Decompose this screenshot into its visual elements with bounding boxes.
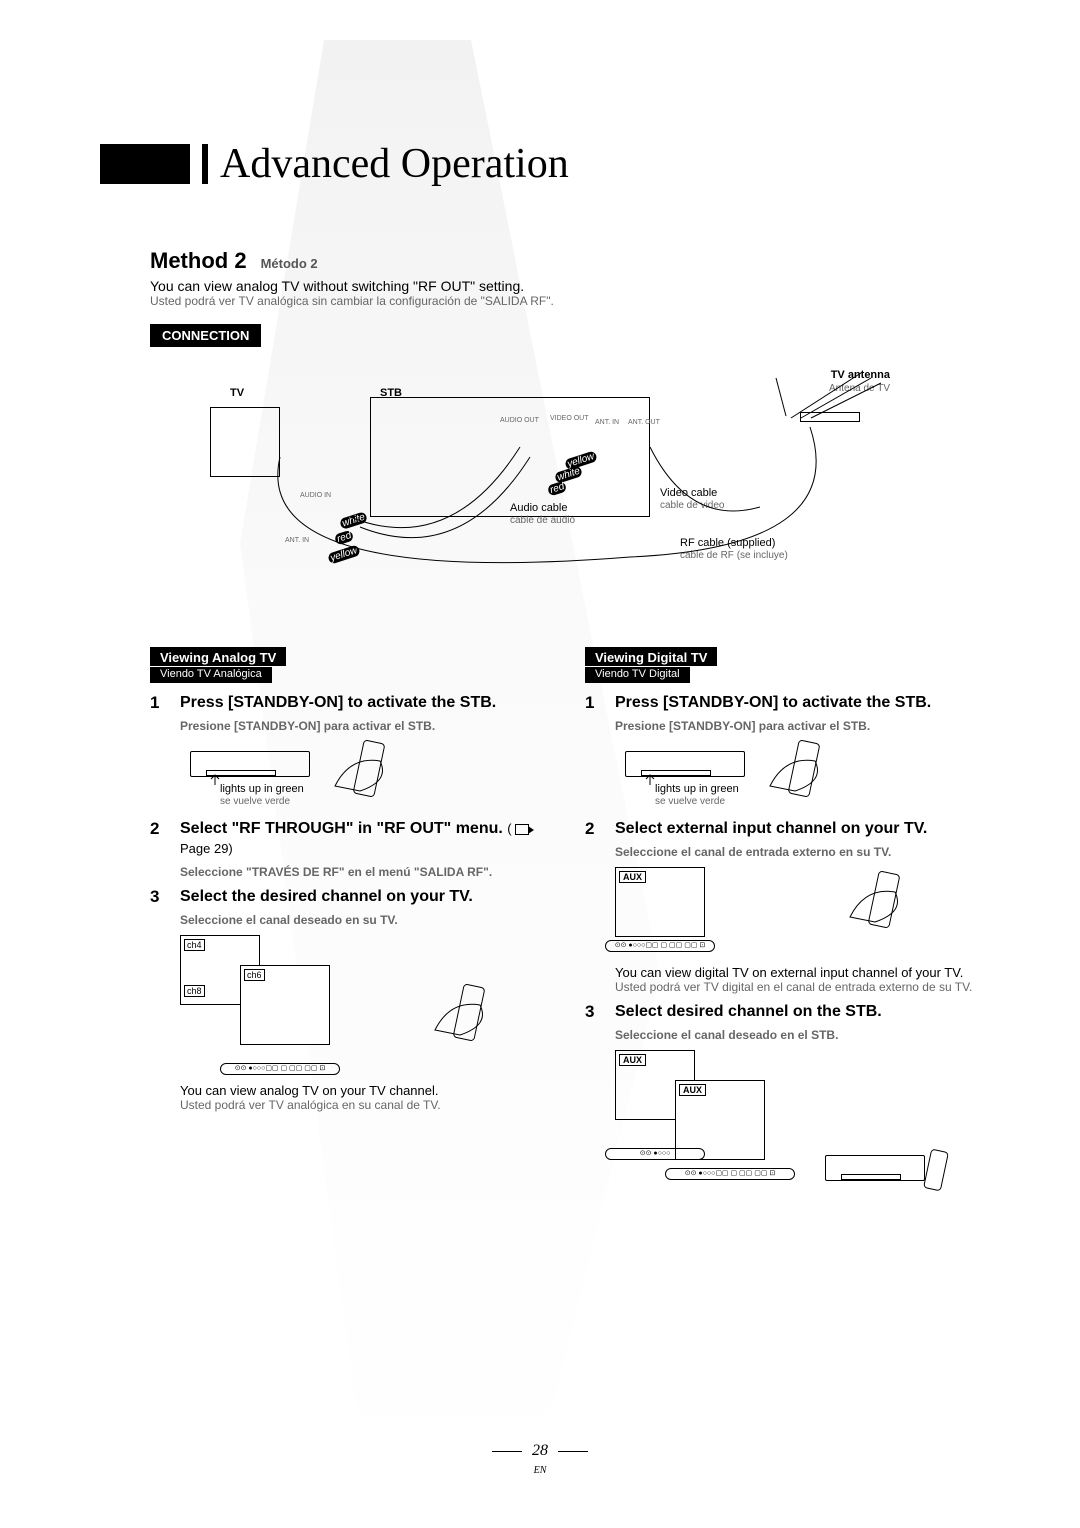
digital-step-2-illus: AUX ⊙⊙ ●○○○▢▢ ▢ ▢▢ ▢▢ ⊡ xyxy=(615,867,935,957)
tv-buttons-icon: ⊙⊙ ●○○○▢▢ ▢ ▢▢ ▢▢ ⊡ xyxy=(220,1063,340,1075)
digital-step-1-illus: lights up in green se vuelve verde xyxy=(615,741,935,811)
arrow-icon xyxy=(515,824,529,835)
arrow-up-icon xyxy=(640,773,660,785)
digital-step-3-illus: AUX AUX ⊙⊙ ●○○○ ⊙⊙ ●○○○▢▢ ▢ ▢▢ ▢▢ ⊡ xyxy=(615,1050,935,1210)
columns: Viewing Analog TV Viendo TV Analógica 1 … xyxy=(150,647,980,1218)
analog-step-3: 3 Select the desired channel on your TV. xyxy=(150,887,545,907)
tv-buttons-icon: ⊙⊙ ●○○○ xyxy=(605,1148,705,1160)
analog-step-3-note-es: Usted podrá ver TV analógica en su canal… xyxy=(180,1098,545,1112)
method-heading-es: Método 2 xyxy=(261,256,318,271)
step-number: 1 xyxy=(150,693,166,713)
digital-step-2-note: You can view digital TV on external inpu… xyxy=(615,965,980,980)
step-text-main: Select "RF THROUGH" in "RF OUT" menu. xyxy=(180,820,503,837)
digital-step-2-note-es: Usted podrá ver TV digital en el canal d… xyxy=(615,980,980,994)
method-desc-es: Usted podrá ver TV analógica sin cambiar… xyxy=(150,294,980,308)
analog-step-1-es: Presione [STANDBY-ON] para activar el ST… xyxy=(180,719,545,733)
tv-buttons-icon: ⊙⊙ ●○○○▢▢ ▢ ▢▢ ▢▢ ⊡ xyxy=(605,940,715,952)
ch4-badge: ch4 xyxy=(184,939,205,951)
digital-step-1: 1 Press [STANDBY-ON] to activate the STB… xyxy=(585,693,980,713)
footer-rule-right xyxy=(558,1451,588,1452)
hand-icon xyxy=(330,746,400,796)
lights-caption-es: se vuelve verde xyxy=(220,796,290,807)
step-text: Select the desired channel on your TV. xyxy=(180,887,473,907)
analog-step-3-note: You can view analog TV on your TV channe… xyxy=(180,1083,545,1098)
footer-rule-left xyxy=(492,1451,522,1452)
analog-step-2: 2 Select "RF THROUGH" in "RF OUT" menu. … xyxy=(150,819,545,859)
step-text: Select external input channel on your TV… xyxy=(615,819,927,839)
method-heading-row: Method 2 Método 2 xyxy=(150,248,980,274)
analog-step-1-illus: lights up in green se vuelve verde xyxy=(180,741,500,811)
title-accent xyxy=(202,144,208,184)
analog-label-es: Viendo TV Analógica xyxy=(150,667,272,683)
stb-mini-icon xyxy=(825,1155,925,1181)
title-block xyxy=(100,144,190,184)
remote-icon xyxy=(923,1149,949,1192)
step-number: 3 xyxy=(585,1002,601,1022)
connection-label: CONNECTION xyxy=(150,324,261,347)
page-title: Advanced Operation xyxy=(220,140,569,188)
digital-label: Viewing Digital TV xyxy=(585,647,717,666)
ch6-badge: ch6 xyxy=(244,969,265,981)
digital-step-3-es: Seleccione el canal deseado en el STB. xyxy=(615,1028,980,1042)
step-number: 1 xyxy=(585,693,601,713)
step-number: 3 xyxy=(150,887,166,907)
lights-caption: lights up in green xyxy=(655,783,739,795)
arrow-up-icon xyxy=(205,773,225,785)
analog-step-3-es: Seleccione el canal deseado en su TV. xyxy=(180,913,545,927)
lights-caption: lights up in green xyxy=(220,783,304,795)
step-number: 2 xyxy=(150,819,166,859)
hand-icon xyxy=(765,746,835,796)
hand-icon xyxy=(845,877,915,927)
page-lang: EN xyxy=(534,1465,547,1476)
step-text: Press [STANDBY-ON] to activate the STB. xyxy=(615,693,931,713)
digital-step-2: 2 Select external input channel on your … xyxy=(585,819,980,839)
page-footer: 28 EN xyxy=(0,1442,1080,1478)
digital-column: Viewing Digital TV Viendo TV Digital 1 P… xyxy=(585,647,980,1218)
analog-column: Viewing Analog TV Viendo TV Analógica 1 … xyxy=(150,647,545,1218)
analog-step-1: 1 Press [STANDBY-ON] to activate the STB… xyxy=(150,693,545,713)
aux-badge-2: AUX xyxy=(679,1084,706,1096)
tv-buttons-icon-2: ⊙⊙ ●○○○▢▢ ▢ ▢▢ ▢▢ ⊡ xyxy=(665,1168,795,1180)
title-row: Advanced Operation xyxy=(100,140,980,188)
method-heading: Method 2 xyxy=(150,248,247,274)
hand-icon xyxy=(430,990,500,1040)
step-text: Press [STANDBY-ON] to activate the STB. xyxy=(180,693,496,713)
connection-diagram: TV STB TV antenna Antena de TV AUDIO IN … xyxy=(150,357,930,617)
analog-label: Viewing Analog TV xyxy=(150,647,286,666)
digital-step-3: 3 Select desired channel on the STB. xyxy=(585,1002,980,1022)
page-ref-text: Page 29) xyxy=(180,841,233,856)
page-number: 28 xyxy=(532,1442,548,1459)
method-desc: You can view analog TV without switching… xyxy=(150,278,980,294)
analog-step-2-es: Seleccione "TRAVÉS DE RF" en el menú "SA… xyxy=(180,865,545,879)
digital-label-es: Viendo TV Digital xyxy=(585,667,690,683)
lights-caption-es: se vuelve verde xyxy=(655,796,725,807)
step-text: Select "RF THROUGH" in "RF OUT" menu. ( … xyxy=(180,819,545,859)
aux-badge: AUX xyxy=(619,1054,646,1066)
aux-badge: AUX xyxy=(619,871,646,883)
digital-step-2-es: Seleccione el canal de entrada externo e… xyxy=(615,845,980,859)
digital-step-1-es: Presione [STANDBY-ON] para activar el ST… xyxy=(615,719,980,733)
step-number: 2 xyxy=(585,819,601,839)
cable-lines-icon xyxy=(150,357,930,617)
step-text: Select desired channel on the STB. xyxy=(615,1002,882,1022)
analog-step-3-illus: ch4 ch8 ch6 ⊙⊙ ●○○○▢▢ ▢ ▢▢ ▢▢ ⊡ xyxy=(180,935,500,1075)
ch8-badge: ch8 xyxy=(184,985,205,997)
